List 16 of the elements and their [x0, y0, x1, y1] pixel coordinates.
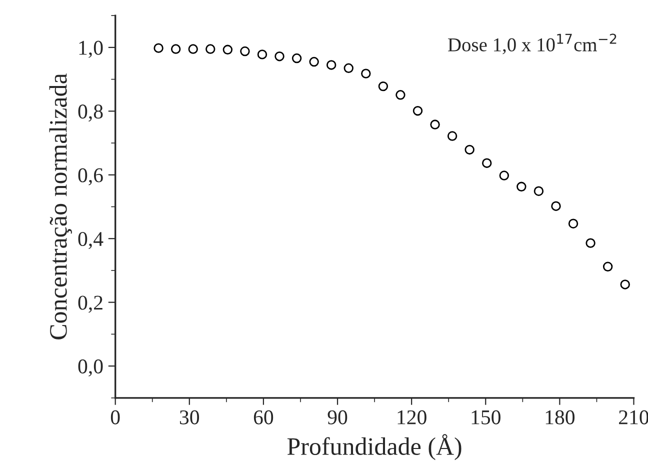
x-tick-label: 0 [110, 410, 120, 424]
y-tick-label: 1,0 [79, 40, 103, 58]
x-tick-label: 150 [472, 410, 500, 424]
y-tick-label: 0,8 [78, 104, 103, 122]
y-tick-label: 0,4 [78, 232, 104, 250]
x-tick-label: 60 [254, 410, 274, 424]
y-tick-label: 0,2 [78, 296, 102, 313]
y-tick-label: 0,0 [78, 359, 103, 376]
x-axis-title: Profundidade (Å) [287, 434, 462, 460]
x-tick-label: 120 [398, 410, 426, 424]
y-axis-title: Concentração normalizada [49, 73, 72, 340]
annotation: Dose 1,0 x 10$^{17}$cm$^{−2}$ [448, 34, 616, 54]
x-tick-label: 30 [180, 410, 200, 424]
y-tick-label: 0,6 [78, 168, 103, 186]
x-tick-label: 90 [328, 410, 348, 424]
x-tick-label: 180 [546, 410, 575, 424]
